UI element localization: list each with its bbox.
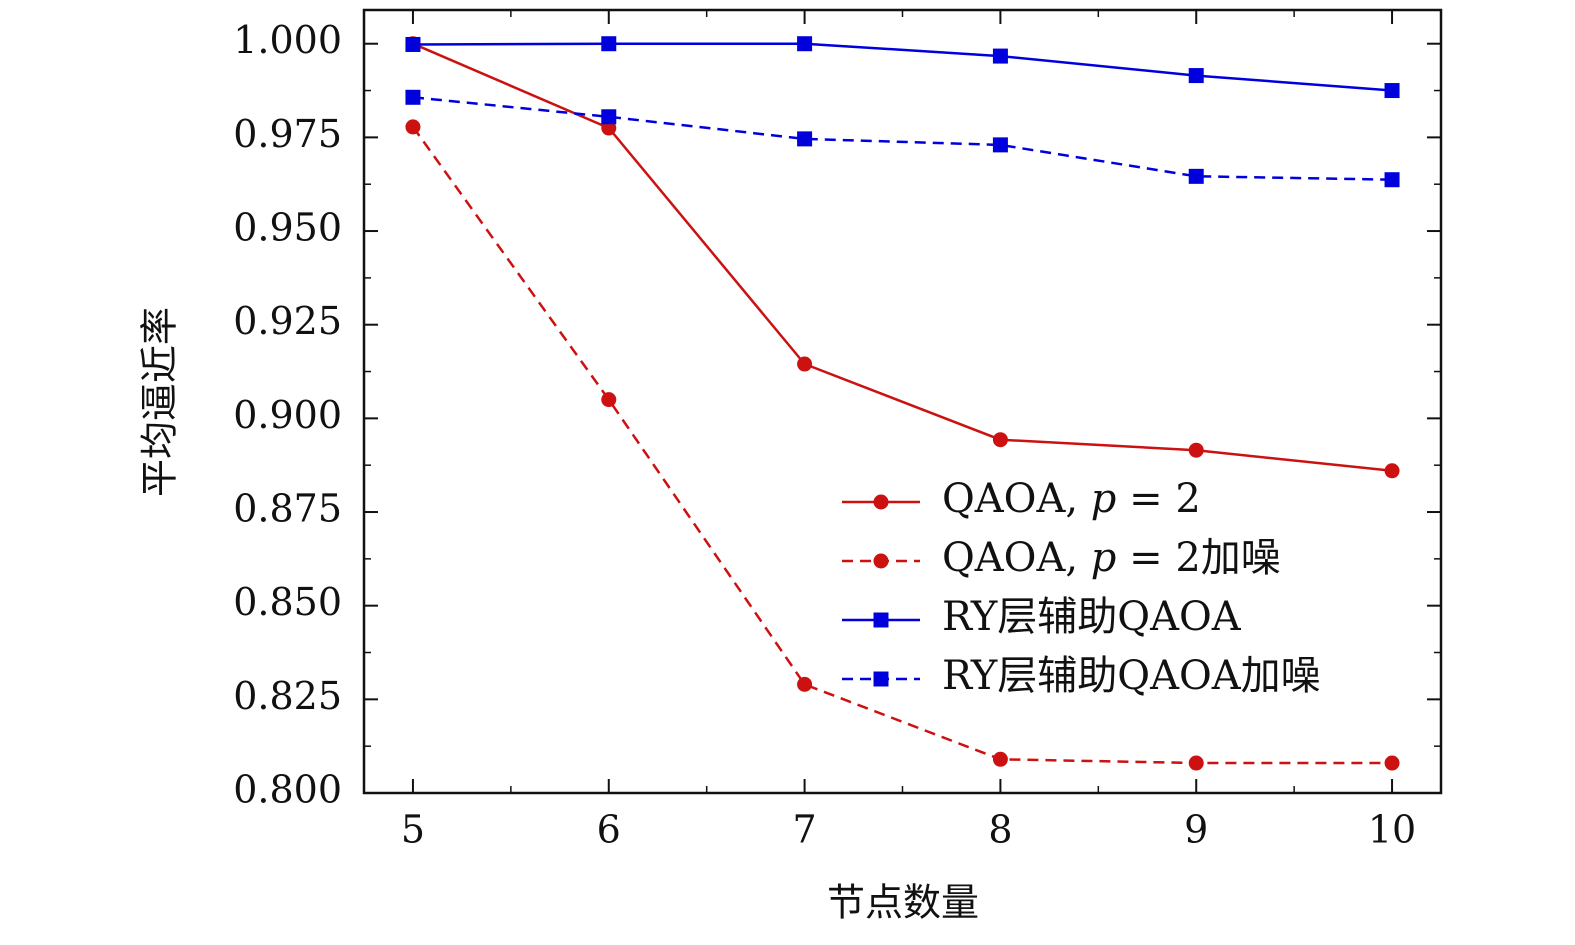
data-point — [1188, 442, 1204, 458]
series-2 — [405, 119, 1400, 771]
data-point — [1188, 68, 1204, 84]
legend-item: QAOA, p = 2 — [842, 476, 1201, 522]
data-point — [1384, 172, 1400, 188]
data-point — [1384, 83, 1400, 99]
x-axis-title: 节点数量 — [827, 881, 979, 925]
legend-item: QAOA, p = 2加噪 — [842, 535, 1281, 581]
data-point — [405, 89, 421, 105]
data-point — [992, 751, 1008, 767]
y-tick-label: 0.800 — [233, 768, 342, 812]
x-tick-label: 6 — [597, 808, 621, 852]
legend-marker — [873, 494, 889, 510]
data-point — [797, 131, 813, 147]
legend-item: RY层辅助QAOA — [842, 594, 1242, 640]
y-tick-label: 0.825 — [233, 674, 342, 718]
series-line — [412, 42, 1393, 473]
x-tick-label: 8 — [988, 808, 1012, 852]
x-tick-label: 9 — [1184, 808, 1208, 852]
data-point — [1188, 168, 1204, 184]
legend-label: RY层辅助QAOA — [942, 594, 1242, 640]
y-axis-title: 平均逼近率 — [138, 307, 182, 497]
legend-marker — [873, 553, 889, 569]
data-point — [797, 36, 813, 52]
x-tick-label: 5 — [401, 808, 425, 852]
data-point — [601, 109, 617, 125]
y-tick-label: 0.950 — [233, 206, 342, 250]
data-point — [1384, 463, 1400, 479]
data-point — [405, 36, 421, 52]
data-point — [797, 356, 813, 372]
legend-item: RY层辅助QAOA加噪 — [842, 653, 1321, 699]
data-point — [992, 137, 1008, 153]
data-point — [1188, 755, 1204, 771]
y-tick-label: 0.900 — [233, 393, 342, 437]
legend-label: QAOA, p = 2 — [942, 476, 1201, 522]
y-tick-label: 1.000 — [233, 18, 342, 62]
series-3 — [405, 36, 1400, 99]
data-point — [992, 432, 1008, 448]
series-line — [412, 96, 1393, 181]
legend-label: QAOA, p = 2加噪 — [942, 535, 1281, 581]
series-line — [412, 42, 1393, 92]
x-tick-label: 10 — [1368, 808, 1416, 852]
y-tick-label: 0.850 — [233, 580, 342, 624]
y-tick-label: 0.875 — [233, 487, 342, 531]
y-tick-label: 0.925 — [233, 299, 342, 343]
legend: QAOA, p = 2 QAOA, p = 2加噪 RY层辅助QAOA RY层辅助QA… — [842, 476, 1321, 699]
legend-marker — [873, 671, 889, 687]
x-tick-label: 7 — [792, 808, 816, 852]
data-point — [601, 392, 617, 408]
data-point — [797, 676, 813, 692]
series-1 — [405, 36, 1400, 479]
data-point — [405, 119, 421, 135]
y-axis-ticks: 0.800 0.825 0.850 0.875 0.900 0.925 0.950 0.975… — [233, 18, 1441, 812]
data-point — [601, 36, 617, 52]
x-axis-ticks: 5 6 7 8 9 10 — [401, 10, 1416, 852]
y-tick-label: 0.975 — [233, 112, 342, 156]
data-point — [992, 48, 1008, 64]
series-4 — [405, 89, 1400, 188]
legend-marker — [873, 612, 889, 628]
legend-label: RY层辅助QAOA加噪 — [942, 653, 1321, 699]
data-point — [1384, 755, 1400, 771]
series-line — [411, 126, 1392, 765]
